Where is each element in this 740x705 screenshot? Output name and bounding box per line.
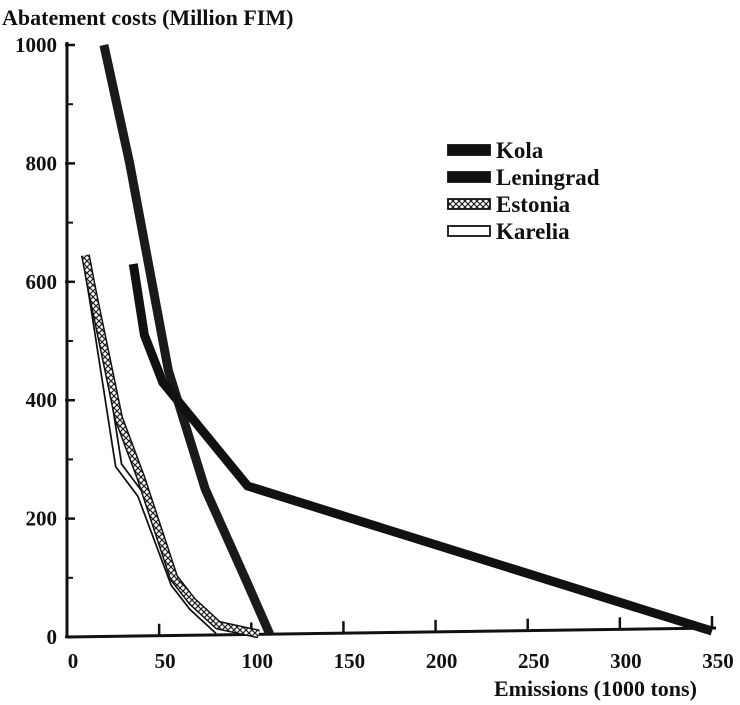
y-axis-ticks: 0 200 400 600 800 1000: [15, 33, 75, 649]
x-axis-title: Emissions (1000 tons): [494, 676, 697, 701]
x-axis: [66, 626, 717, 639]
y-tick-label: 800: [26, 151, 58, 175]
x-tick-label: 0: [68, 649, 79, 673]
series-kola: [128, 263, 714, 636]
y-tick-label: 600: [26, 270, 58, 294]
legend-swatch-estonia: [447, 198, 491, 210]
legend-swatch-karelia: [447, 225, 491, 237]
x-tick-label: 100: [242, 649, 274, 673]
series-karelia: [81, 254, 221, 635]
series-line-karelia: [83, 254, 220, 633]
legend-swatch-kola: [447, 144, 491, 156]
series-line-kola: [128, 263, 714, 636]
x-tick-label: 150: [334, 649, 366, 673]
y-tick-label: 0: [47, 625, 58, 649]
series-line-estonia: [82, 254, 260, 637]
series-leningrad: [99, 44, 274, 636]
y-tick-label: 400: [26, 388, 58, 412]
x-tick-label: 50: [155, 649, 176, 673]
y-tick-label: 1000: [15, 33, 57, 57]
chart-title: Abatement costs (Million FIM): [2, 5, 293, 30]
legend-label-leningrad: Leningrad: [496, 165, 600, 190]
x-tick-label: 250: [518, 649, 550, 673]
x-axis-ticks: 0 50 100 150 200 250 300 350: [65, 616, 734, 673]
series-outline-karelia: [81, 254, 221, 635]
series-estonia: [80, 254, 260, 639]
x-tick-label: 200: [426, 649, 458, 673]
legend-label-kola: Kola: [496, 138, 544, 163]
legend-swatch-leningrad: [447, 171, 491, 183]
legend-label-estonia: Estonia: [496, 192, 571, 217]
x-tick-label: 350: [702, 649, 734, 673]
series-layer: [80, 44, 714, 639]
y-tick-label: 200: [26, 507, 58, 531]
x-tick-label: 300: [610, 649, 642, 673]
series-line-leningrad: [99, 44, 274, 636]
legend-label-karelia: Karelia: [496, 219, 570, 244]
